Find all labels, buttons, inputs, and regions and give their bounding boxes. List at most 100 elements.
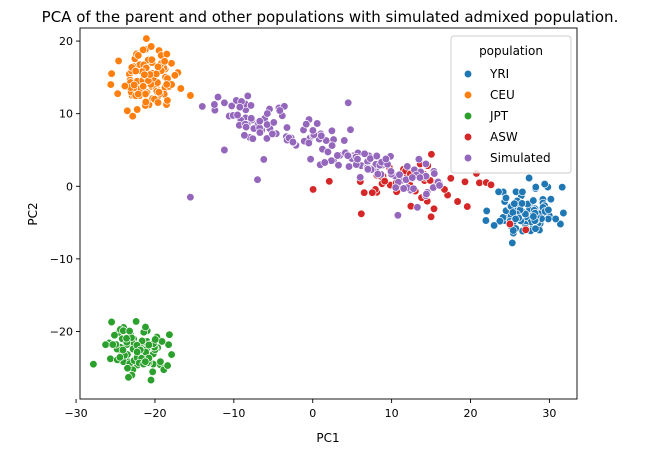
point-simulated bbox=[353, 155, 362, 164]
point-ceu bbox=[134, 89, 143, 99]
legend-label-asw: ASW bbox=[490, 130, 518, 144]
point-simulated bbox=[255, 128, 265, 137]
point-ceu bbox=[147, 42, 156, 51]
point-simulated bbox=[435, 181, 444, 190]
legend-title: population bbox=[479, 44, 543, 58]
x-tick-label: −20 bbox=[143, 407, 166, 420]
point-simulated bbox=[421, 159, 431, 169]
point-jpt bbox=[156, 357, 165, 366]
point-simulated bbox=[373, 169, 382, 179]
point-simulated bbox=[323, 147, 333, 157]
point-yri bbox=[511, 214, 520, 224]
point-yri bbox=[531, 182, 540, 192]
point-simulated bbox=[372, 151, 381, 161]
point-yri bbox=[556, 219, 565, 229]
y-tick-label: 10 bbox=[59, 108, 73, 121]
y-axis-ticks: −20 −10 0 10 20 bbox=[50, 35, 80, 338]
x-tick-label: −10 bbox=[222, 407, 245, 420]
point-jpt bbox=[125, 326, 134, 336]
point-simulated bbox=[414, 155, 424, 164]
point-jpt bbox=[106, 354, 115, 363]
point-jpt bbox=[89, 360, 98, 369]
point-jpt bbox=[146, 375, 156, 385]
x-tick-label: 0 bbox=[309, 407, 316, 420]
point-ceu bbox=[162, 49, 171, 59]
point-simulated bbox=[220, 145, 229, 155]
point-simulated bbox=[340, 136, 349, 145]
legend-label-simulated: Simulated bbox=[490, 151, 551, 165]
y-tick-label: 20 bbox=[59, 35, 73, 48]
y-tick-label: −20 bbox=[50, 325, 73, 338]
point-asw bbox=[427, 150, 436, 159]
point-simulated bbox=[344, 162, 354, 171]
point-jpt bbox=[131, 317, 141, 326]
point-simulated bbox=[288, 137, 298, 147]
point-yri bbox=[508, 238, 517, 248]
point-jpt bbox=[110, 331, 119, 340]
point-jpt bbox=[108, 340, 117, 349]
point-simulated bbox=[409, 184, 418, 193]
point-yri bbox=[524, 173, 534, 183]
point-simulated bbox=[255, 117, 264, 126]
x-tick-label: 10 bbox=[385, 407, 399, 420]
x-tick-label: 30 bbox=[542, 407, 556, 420]
point-jpt bbox=[165, 330, 174, 339]
point-asw bbox=[505, 219, 515, 229]
point-yri bbox=[551, 214, 560, 224]
legend-box bbox=[450, 35, 572, 174]
point-ceu bbox=[114, 56, 123, 66]
point-yri bbox=[540, 179, 549, 189]
point-jpt bbox=[144, 340, 153, 350]
point-simulated bbox=[220, 98, 229, 107]
x-tick-label: −30 bbox=[64, 407, 87, 420]
point-simulated bbox=[346, 125, 355, 134]
point-simulated bbox=[317, 131, 326, 140]
point-ceu bbox=[107, 69, 116, 78]
point-ceu bbox=[134, 51, 143, 60]
point-jpt bbox=[122, 334, 131, 343]
point-ceu bbox=[138, 45, 148, 54]
point-simulated bbox=[186, 193, 195, 202]
legend-marker-simulated bbox=[463, 153, 473, 163]
point-ceu bbox=[140, 70, 149, 79]
point-yri bbox=[510, 199, 519, 208]
point-ceu bbox=[139, 82, 148, 91]
point-simulated bbox=[344, 98, 353, 107]
point-asw bbox=[380, 177, 389, 186]
point-jpt bbox=[118, 345, 128, 355]
legend-label-jpt: JPT bbox=[489, 109, 509, 123]
point-simulated bbox=[356, 173, 365, 182]
point-simulated bbox=[313, 119, 322, 128]
legend: population YRI CEU JPT ASW Simulated bbox=[450, 35, 572, 174]
point-simulated bbox=[391, 183, 400, 192]
point-simulated bbox=[363, 165, 373, 174]
point-yri bbox=[481, 216, 491, 225]
point-jpt bbox=[115, 353, 125, 362]
point-simulated bbox=[243, 91, 252, 101]
scatter-points bbox=[89, 34, 568, 385]
point-ceu bbox=[131, 66, 140, 76]
point-asw bbox=[446, 174, 455, 183]
point-simulated bbox=[246, 101, 256, 110]
legend-label-ceu: CEU bbox=[490, 88, 515, 102]
legend-label-yri: YRI bbox=[489, 67, 509, 81]
point-asw bbox=[308, 185, 318, 194]
point-ceu bbox=[141, 89, 150, 99]
point-simulated bbox=[275, 106, 284, 115]
point-ceu bbox=[176, 84, 185, 93]
point-jpt bbox=[151, 335, 160, 344]
point-jpt bbox=[164, 340, 173, 349]
point-simulated bbox=[241, 122, 251, 132]
point-simulated bbox=[268, 129, 277, 139]
point-ceu bbox=[123, 106, 132, 115]
point-yri bbox=[529, 196, 538, 205]
point-asw bbox=[475, 178, 484, 187]
point-ceu bbox=[113, 89, 122, 98]
point-simulated bbox=[233, 110, 242, 120]
point-simulated bbox=[399, 184, 408, 193]
point-ceu bbox=[142, 34, 151, 43]
y-axis-label: PC2 bbox=[26, 202, 40, 225]
point-simulated bbox=[210, 100, 219, 109]
x-axis-ticks: −30 −20 −10 0 10 20 30 bbox=[64, 399, 556, 420]
